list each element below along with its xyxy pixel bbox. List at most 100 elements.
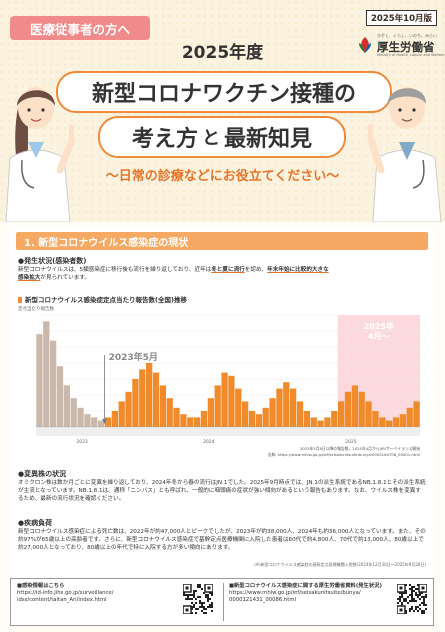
bar xyxy=(214,385,221,427)
bar xyxy=(269,398,276,427)
bar xyxy=(36,334,43,427)
chart-source-note: 2023年5月8日以降の報告数。2025年4月からARIサーベイランス開始 xyxy=(300,446,420,451)
qr-code-icon[interactable] xyxy=(183,584,213,614)
footer-divider xyxy=(223,583,224,621)
qr-code-icon[interactable] xyxy=(397,584,427,614)
bar xyxy=(386,420,393,427)
audience-tag: 医療従事者の方へ xyxy=(10,16,150,40)
female-doctor-illustration xyxy=(5,87,76,222)
ministry-mark-icon xyxy=(359,37,371,53)
month-strip xyxy=(36,428,420,436)
bar xyxy=(290,388,297,427)
burden-note: (※)新型コロナウイルス感染症の基幹定点医療機関入院数(2024年12月30日～… xyxy=(254,562,426,567)
bar xyxy=(70,398,77,427)
bar xyxy=(125,391,132,427)
bar xyxy=(180,414,187,427)
bar xyxy=(194,417,201,427)
bar xyxy=(248,411,256,427)
bar xyxy=(344,391,352,427)
annotation-label: 2023年5月 xyxy=(109,351,158,363)
title-year: 2025年度 xyxy=(181,43,264,63)
bar xyxy=(111,411,118,427)
bar xyxy=(242,401,249,427)
footer-left-url-1[interactable]: https://id-info.jihs.go.jp/surveillance/ xyxy=(17,590,114,596)
section-1-header: 1. 新型コロナウイルス感染症の現状 xyxy=(16,232,428,250)
bar xyxy=(392,417,400,427)
y-axis-label: 定点当たり報告数 xyxy=(18,305,54,312)
bar xyxy=(331,411,338,427)
highlight-label: 2025年 xyxy=(364,321,394,331)
bar xyxy=(187,417,194,427)
outbreak-emphasis-2: 年末年始に比較的大きな xyxy=(267,267,329,273)
bar xyxy=(200,411,208,427)
ministry-english: Ministry of Health, Labour and Welfare xyxy=(377,53,445,57)
bar xyxy=(43,321,50,427)
bar xyxy=(77,407,84,427)
edition-badge: 2025年10月版 xyxy=(366,10,437,26)
outbreak-text-3: が見られています。 xyxy=(40,275,91,281)
male-doctor-illustration xyxy=(367,87,442,222)
bar xyxy=(91,417,98,427)
title-latest: 最新知見 xyxy=(224,127,313,152)
bar xyxy=(132,379,139,427)
footer-left-label: ■感染情報はこちら xyxy=(17,583,65,589)
footer-right-url-2[interactable]: 0000121431_00086.html xyxy=(229,597,296,603)
chart-title: 新型コロナウイルス感染症定点当たり報告数(全国)推移 xyxy=(18,294,187,304)
footer-right-url-1[interactable]: https://www.mhlw.go.jp/stf/seisakunitsui… xyxy=(229,590,361,596)
highlight-label: 4月～ xyxy=(368,332,390,341)
bar xyxy=(98,420,105,427)
content-panel: 1. 新型コロナウイルス感染症の現状 ●発生状況(感染者数) 新型コロナウイルス… xyxy=(10,226,434,584)
footer-right: ■新型コロナウイルス感染症に関する厚生労働省資料(発生状況) https://w… xyxy=(229,583,389,604)
bar xyxy=(358,391,365,427)
outbreak-emphasis-1: 冬と夏に流行 xyxy=(211,267,245,273)
variant-paragraph: オミクロン株は数か月ごとに変異を繰り返しており、2024年冬から春の流行はJN.… xyxy=(18,480,426,502)
footer-links: ■感染情報はこちら https://id-info.jihs.go.jp/sur… xyxy=(10,578,434,626)
subtitle: ～日常の診療などにお役立てください～ xyxy=(105,169,340,184)
highlight-region xyxy=(337,315,420,427)
bar xyxy=(50,340,57,427)
bar xyxy=(139,369,146,427)
hero-header: 医療従事者の方へ 2025年10月版 かぞく、くらし、いのち、みらい 厚生労働省… xyxy=(0,0,445,222)
bar xyxy=(296,401,304,427)
bar xyxy=(173,407,180,427)
bar xyxy=(104,417,112,427)
bar xyxy=(118,401,125,427)
burden-paragraph: 新型コロナウイルス感染症による死亡数は、2022年が約47,000人とピークでし… xyxy=(18,529,426,551)
bar xyxy=(146,363,153,427)
x-tick-label: 2025 xyxy=(345,439,357,445)
burden-heading: ●疾病負荷 xyxy=(18,519,53,527)
ministry-name: 厚生労働省 xyxy=(377,40,435,54)
bar xyxy=(399,414,406,427)
title-and: と xyxy=(202,128,220,149)
outbreak-text-2: を認め、 xyxy=(244,267,268,273)
bar xyxy=(406,407,413,427)
bar xyxy=(324,417,331,427)
bar xyxy=(379,417,386,427)
bar xyxy=(228,375,235,427)
ministry-logo: かぞく、くらし、いのち、みらい 厚生労働省 Ministry of Health… xyxy=(355,33,444,59)
footer-left: ■感染情報はこちら https://id-info.jihs.go.jp/sur… xyxy=(17,583,177,604)
footer-left-url-2[interactable]: idss/content/taitan_Ari/index.html xyxy=(17,597,107,603)
bar xyxy=(317,420,324,427)
footer-right-label: ■新型コロナウイルス感染症に関する厚生労働省資料(発生状況) xyxy=(229,583,382,589)
bar xyxy=(413,401,420,427)
x-tick-label: 2024 xyxy=(203,439,215,445)
title-concept: 考え方 xyxy=(131,127,198,152)
bar xyxy=(152,372,160,427)
bar xyxy=(276,388,283,427)
chart-source-url: 出典: https://www.mhlw.go.jp/stf/seisakuni… xyxy=(268,452,420,457)
title-line-1: 新型コロナワクチン接種の xyxy=(56,71,392,113)
bar xyxy=(255,414,262,427)
outbreak-paragraph: 新型コロナウイルスは、5類感染症に移行後も流行を繰り返しており、近年は冬と夏に流… xyxy=(18,266,426,282)
bar xyxy=(262,407,269,427)
bar xyxy=(207,398,214,427)
bar xyxy=(351,385,358,427)
bar xyxy=(283,382,290,427)
outbreak-text-1: 新型コロナウイルスは、5類感染症に移行後も流行を繰り返しており、近年は xyxy=(18,267,212,273)
bar xyxy=(235,388,242,427)
bar xyxy=(338,401,345,427)
title-line-2: 考え方 と 最新知見 xyxy=(98,116,346,158)
bar xyxy=(56,366,64,427)
bar xyxy=(372,411,379,427)
